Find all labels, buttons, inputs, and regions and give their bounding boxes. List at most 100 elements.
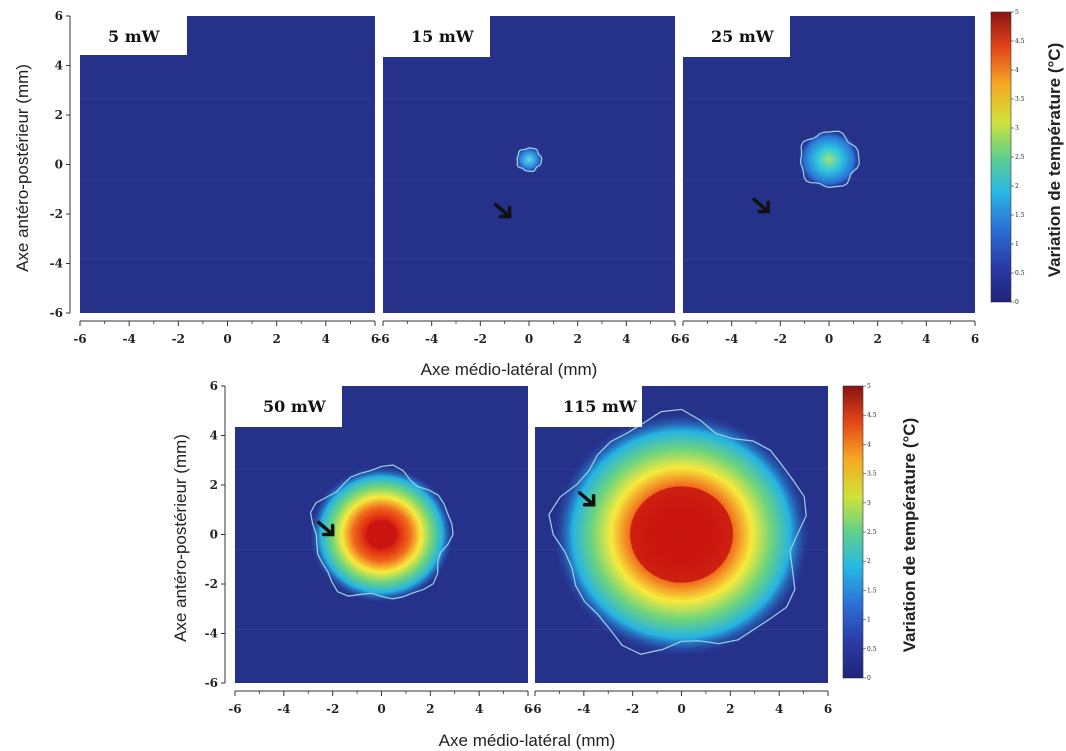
x-tick-label: -2 (474, 332, 487, 346)
colorbar-tick-label: 4.5 (1015, 38, 1025, 45)
panel-title: 25 mW (711, 27, 775, 46)
colorbar-tick-label: 1.5 (1015, 212, 1025, 219)
x-tick-label: -6 (676, 332, 689, 346)
panel-title: 5 mW (108, 27, 161, 46)
colorbar-tick-label: 4.5 (867, 412, 877, 419)
x-axis-label-top: Axe médio-latéral (mm) (421, 360, 598, 379)
heat-spot (514, 145, 544, 174)
panel-1: 5 mW -6 -4 -2 0 2 4 6 -6 -4 -2 0 2 4 6 (50, 9, 380, 346)
colorbar-tick-label: 0.5 (1015, 270, 1025, 277)
x-tick-label: -4 (425, 332, 438, 346)
x-tick-label: 0 (223, 332, 231, 346)
x-tick-label: -6 (528, 702, 541, 716)
heatmap-background (80, 16, 375, 313)
x-tick-label: -2 (774, 332, 787, 346)
colorbar-tick-label: 4 (867, 441, 871, 448)
colorbar-tick-label: 3 (1015, 125, 1019, 132)
isotherm-contour (799, 130, 860, 189)
x-tick-label: 6 (671, 332, 679, 346)
x-tick-label: 6 (524, 702, 532, 716)
x-tick-label: 4 (922, 332, 930, 346)
colorbar-tick-label: 3.5 (867, 471, 877, 478)
colorbar-tick-label: 0 (1015, 299, 1019, 306)
x-tick-label: 2 (272, 332, 280, 346)
x-tick-label: -2 (626, 702, 639, 716)
x-tick-label: 6 (371, 332, 379, 346)
y-tick-label: -2 (50, 207, 63, 221)
y-tick-label: 0 (210, 528, 218, 542)
x-tick-label: 0 (525, 332, 533, 346)
colorbar-gradient (990, 11, 1012, 303)
isotherm-contour (516, 147, 543, 172)
y-axis-label-bottom: Axe antéro-postérieur (mm) (171, 434, 190, 642)
colorbar-tick-label: 1 (1015, 241, 1019, 248)
y-tick-label: 2 (55, 108, 63, 122)
x-tick-label: -4 (725, 332, 738, 346)
x-tick-label: -2 (172, 332, 185, 346)
x-tick-label: -4 (122, 332, 135, 346)
colorbar-tick-label: 3.5 (1015, 96, 1025, 103)
x-tick-label: 0 (377, 702, 385, 716)
colorbar-tick-label: 0.5 (867, 646, 877, 653)
x-tick-label: 6 (824, 702, 832, 716)
panel-3: 25 mW -6 -4 -2 0 2 4 6 (676, 15, 979, 346)
y-tick-label: -4 (50, 257, 63, 271)
colorbar-tick-label: 2 (867, 558, 871, 565)
heat-spot (798, 130, 860, 189)
y-tick-label: 4 (55, 59, 63, 73)
colorbar-tick-label: 3 (867, 500, 871, 507)
isotherm-contour (309, 464, 454, 600)
arrow-icon (752, 197, 770, 214)
x-axis-label-bottom: Axe médio-latéral (mm) (439, 731, 616, 750)
x-tick-label: 4 (475, 702, 483, 716)
colorbar-tick-label: 1.5 (867, 587, 877, 594)
y-tick-label: -6 (50, 306, 63, 320)
arrow-icon (577, 491, 596, 507)
x-tick-label: 0 (677, 702, 685, 716)
x-tick-label: 6 (971, 332, 979, 346)
title-tab (534, 385, 642, 427)
heat-core (630, 486, 733, 583)
y-tick-label: 6 (210, 379, 218, 393)
y-axis-label-top: Axe antéro-postérieur (mm) (13, 64, 32, 272)
colorbar-tick-label: 2.5 (867, 529, 877, 536)
x-tick-label: 2 (426, 702, 434, 716)
y-tick-label: 2 (210, 478, 218, 492)
title-tab (234, 385, 342, 427)
x-tick-label: -4 (577, 702, 590, 716)
arrow-icon (316, 520, 335, 537)
x-tick-label: -2 (326, 702, 339, 716)
panel-4: 50 mW -6 -4 -2 0 2 4 6 -6 -4 -2 0 2 4 6 (205, 379, 533, 716)
colorbar-gradient (842, 385, 864, 679)
x-tick-label: 2 (573, 332, 581, 346)
x-tick-label: 0 (825, 332, 833, 346)
colorbar-2: 0 0.5 1 1.5 2 2.5 3 3.5 4 4.5 5 (842, 383, 877, 682)
x-tick-label: 4 (322, 332, 330, 346)
y-tick-label: 0 (55, 158, 63, 172)
x-tick-label: 4 (622, 332, 630, 346)
y-tick-label: -2 (205, 577, 218, 591)
heat-core (366, 520, 397, 549)
x-tick-label: 4 (775, 702, 783, 716)
panel-title: 50 mW (263, 397, 327, 416)
title-tab (682, 15, 790, 57)
title-tab (79, 15, 187, 55)
colorbar-label-top: Variation de température (°C) (1045, 43, 1064, 277)
x-tick-label: 2 (873, 332, 881, 346)
arrow-icon (493, 202, 512, 219)
colorbar-tick-label: 4 (1015, 67, 1019, 74)
y-tick-label: -4 (205, 627, 218, 641)
y-tick-label: 6 (55, 9, 63, 23)
x-tick-label: -6 (376, 332, 389, 346)
x-tick-label: -6 (73, 332, 86, 346)
x-tick-label: -4 (277, 702, 290, 716)
colorbar-tick-label: 2.5 (1015, 154, 1025, 161)
isotherm-contour (548, 408, 807, 655)
title-tab (382, 15, 490, 57)
panel-title: 115 mW (563, 397, 638, 416)
panel-5: 115 mW -6 -4 -2 0 2 4 6 (528, 385, 832, 716)
y-tick-label: 4 (210, 429, 218, 443)
colorbar-label-bottom: Variation de température (°C) (900, 418, 919, 652)
colorbar-tick-label: 1 (867, 617, 871, 624)
